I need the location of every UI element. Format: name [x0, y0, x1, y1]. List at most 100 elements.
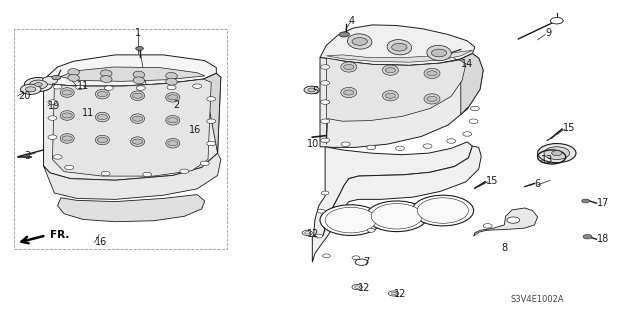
Circle shape [339, 32, 349, 37]
Ellipse shape [131, 137, 145, 146]
Ellipse shape [60, 88, 74, 97]
Circle shape [352, 285, 362, 290]
Circle shape [207, 97, 216, 101]
Circle shape [65, 165, 74, 170]
Circle shape [583, 234, 592, 239]
Ellipse shape [60, 134, 74, 143]
Circle shape [26, 87, 36, 92]
Ellipse shape [166, 78, 177, 85]
Circle shape [538, 144, 576, 163]
Circle shape [355, 259, 368, 265]
Text: 9: 9 [545, 28, 552, 39]
Circle shape [136, 86, 145, 90]
Circle shape [385, 93, 396, 98]
Ellipse shape [95, 89, 109, 99]
Circle shape [423, 144, 432, 148]
Text: 16: 16 [189, 125, 201, 135]
Polygon shape [474, 208, 538, 236]
Circle shape [321, 100, 330, 104]
Circle shape [132, 116, 143, 121]
Polygon shape [320, 54, 483, 147]
Text: 7: 7 [363, 257, 369, 267]
Text: 20: 20 [18, 91, 30, 101]
Text: 4: 4 [349, 16, 355, 26]
Text: 17: 17 [596, 198, 609, 208]
Circle shape [29, 80, 47, 89]
Circle shape [193, 84, 202, 88]
Circle shape [62, 136, 72, 141]
Circle shape [320, 205, 381, 235]
Text: 11: 11 [82, 108, 94, 118]
Polygon shape [461, 54, 483, 115]
Ellipse shape [424, 94, 440, 104]
Circle shape [427, 96, 437, 101]
Circle shape [366, 201, 428, 232]
Circle shape [321, 138, 330, 143]
Circle shape [344, 64, 354, 70]
Text: 12: 12 [307, 228, 319, 239]
Circle shape [582, 199, 589, 203]
Ellipse shape [95, 112, 109, 122]
Ellipse shape [166, 72, 177, 79]
Polygon shape [320, 25, 475, 65]
Text: 11: 11 [77, 81, 89, 91]
Circle shape [552, 151, 562, 156]
Circle shape [321, 65, 330, 69]
Circle shape [417, 198, 468, 223]
Circle shape [396, 146, 404, 151]
Ellipse shape [68, 69, 79, 76]
Circle shape [101, 171, 110, 176]
Circle shape [352, 256, 360, 260]
Ellipse shape [133, 71, 145, 78]
Ellipse shape [383, 91, 399, 101]
Text: 5: 5 [312, 86, 319, 96]
Polygon shape [44, 73, 221, 180]
Circle shape [180, 169, 189, 174]
Circle shape [391, 292, 396, 295]
Ellipse shape [166, 138, 180, 148]
Text: 3: 3 [24, 151, 31, 161]
Circle shape [463, 132, 472, 136]
Circle shape [42, 77, 58, 84]
Polygon shape [52, 79, 211, 176]
Circle shape [48, 116, 57, 120]
Circle shape [483, 224, 492, 228]
Text: 12: 12 [358, 283, 371, 293]
Circle shape [104, 86, 113, 90]
Circle shape [325, 207, 376, 233]
Circle shape [302, 230, 312, 235]
Polygon shape [326, 58, 466, 144]
Polygon shape [61, 67, 205, 81]
Text: 15: 15 [563, 123, 575, 133]
Circle shape [341, 142, 350, 146]
Circle shape [168, 141, 178, 146]
Ellipse shape [427, 45, 451, 61]
Polygon shape [314, 142, 472, 236]
Ellipse shape [341, 87, 357, 98]
Circle shape [143, 172, 152, 177]
Ellipse shape [348, 34, 372, 49]
Circle shape [62, 113, 72, 118]
Text: 1: 1 [134, 28, 141, 39]
Circle shape [469, 119, 478, 123]
Circle shape [323, 254, 330, 258]
Circle shape [427, 71, 437, 76]
Circle shape [308, 88, 316, 92]
Circle shape [317, 209, 325, 213]
Circle shape [48, 135, 57, 139]
Circle shape [385, 68, 396, 73]
Circle shape [20, 84, 41, 94]
Text: 13: 13 [541, 155, 553, 166]
Ellipse shape [166, 93, 180, 102]
Ellipse shape [100, 70, 112, 77]
Circle shape [431, 49, 447, 57]
Ellipse shape [387, 40, 412, 55]
Circle shape [207, 141, 216, 146]
Ellipse shape [95, 135, 109, 145]
Ellipse shape [60, 111, 74, 120]
Polygon shape [312, 146, 481, 262]
Circle shape [200, 161, 209, 166]
Circle shape [97, 92, 108, 97]
Ellipse shape [100, 76, 112, 83]
Polygon shape [44, 55, 216, 86]
